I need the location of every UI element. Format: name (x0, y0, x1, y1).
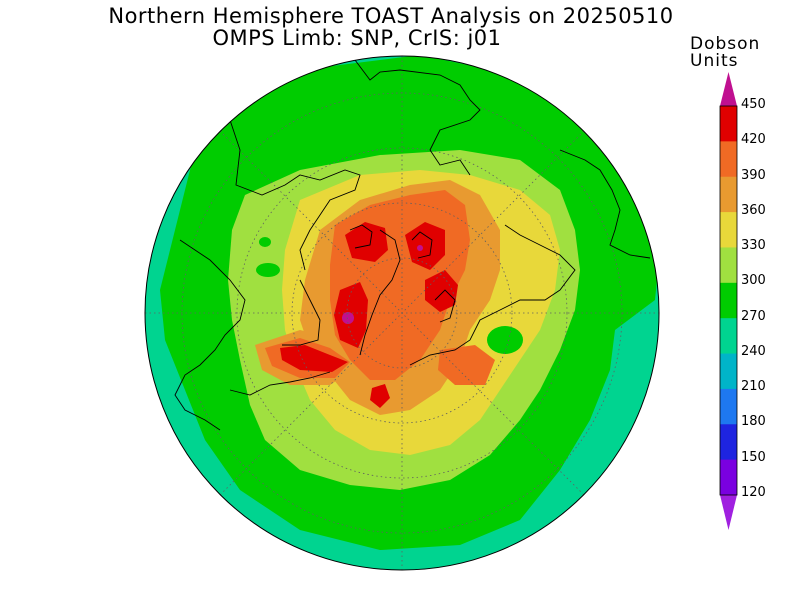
contour-420-f (370, 384, 390, 408)
coastlines (174, 59, 651, 431)
contour-420-b (405, 222, 445, 270)
units-title-line-2: Units (690, 51, 739, 71)
patch-green-3 (259, 237, 271, 247)
colorbar-segment (720, 459, 737, 496)
colorbar-tick-label: 150 (741, 449, 766, 465)
colorbar-segment (720, 106, 737, 142)
colorbar-tick-label: 300 (741, 273, 766, 289)
colorbar-segment (720, 318, 737, 355)
colorbar-segment (720, 212, 737, 248)
colorbar-tick-label: 240 (741, 343, 766, 359)
colorbar-units-title: Dobson Units (690, 36, 780, 70)
colorbar-segment (720, 176, 737, 213)
colorbar-border (719, 105, 738, 496)
patch-green-2 (487, 326, 523, 354)
colorbar-tick-label: 270 (741, 308, 766, 324)
colorbar-tick-label: 210 (741, 379, 766, 395)
colorbar-segment (720, 388, 737, 425)
colorbar-segment (720, 141, 737, 178)
colorbar-tick-label: 390 (741, 167, 766, 183)
colorbar (719, 72, 738, 530)
title-line-1: Northern Hemisphere TOAST Analysis on 20… (108, 4, 674, 28)
contour-420-a (345, 222, 388, 262)
colorbar-segment (720, 247, 737, 284)
patch-green (256, 263, 280, 277)
colorbar-tick-label: 450 (741, 97, 766, 112)
contour-450-spot-2 (417, 245, 423, 251)
colorbar-segment (720, 282, 737, 319)
colorbar-top-cap (720, 72, 737, 106)
colorbar-tick-label: 330 (741, 238, 766, 254)
contour-390-south (438, 345, 495, 385)
ozone-contours (145, 56, 659, 570)
contour-450-spot (342, 312, 354, 324)
colorbar-segment (720, 424, 737, 461)
colorbar-bottom-cap (720, 495, 737, 530)
contour-420-c (425, 270, 458, 312)
map-border (144, 55, 660, 571)
colorbar-tick-label: 420 (741, 132, 766, 148)
colorbar-tick-label: 120 (741, 485, 766, 500)
colorbar-segment (720, 353, 737, 390)
title-line-2: OMPS Limb: SNP, CrIS: j01 (212, 26, 502, 50)
colorbar-tick-label: 180 (741, 414, 766, 430)
colorbar-segments (720, 106, 737, 496)
graticule (145, 56, 659, 570)
units-title-line-1: Dobson (690, 34, 761, 54)
colorbar-tick-label: 360 (741, 202, 766, 218)
contour-420-e (280, 345, 348, 372)
